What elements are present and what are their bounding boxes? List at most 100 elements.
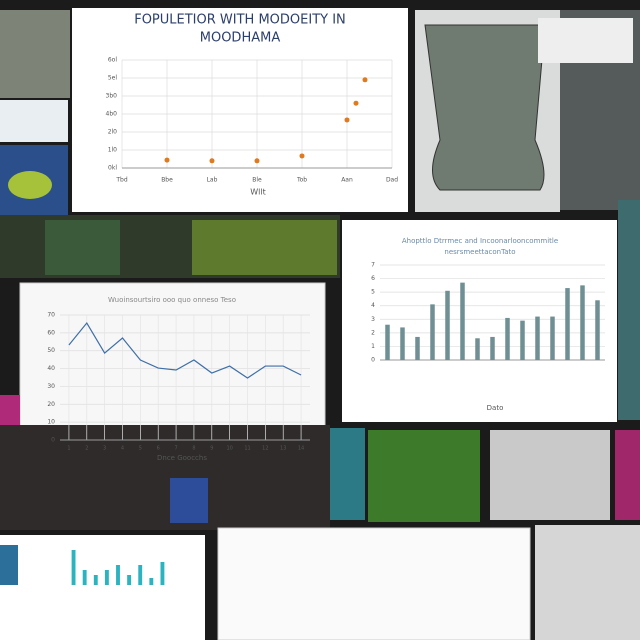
- bar: [565, 288, 570, 360]
- mini-chart-panel: [0, 535, 205, 640]
- x-tick-label: 12: [262, 446, 268, 452]
- bar: [460, 282, 465, 360]
- bar: [104, 570, 109, 585]
- y-tick-label: 70: [47, 312, 55, 319]
- scatter-point: [164, 157, 170, 163]
- x-tick-label: 5: [139, 446, 142, 452]
- x-tick-label: 13: [280, 446, 286, 452]
- bar: [93, 575, 98, 585]
- x-axis-label: Dnce Goocchs: [157, 454, 207, 462]
- chart-title: Wuoinsourtsiro ooo quo onneso Teso: [108, 296, 236, 304]
- scatter-panel: [72, 8, 408, 212]
- chart-title: FOPULETIOR WITH MODOEITY IN: [134, 13, 346, 28]
- x-tick-label: 1: [67, 446, 70, 452]
- x-tick-label: 6: [157, 446, 160, 452]
- chart-title: MOODHAMA: [200, 31, 281, 46]
- y-tick-label: 50: [47, 347, 55, 354]
- screen-tile: [0, 100, 68, 142]
- bar: [595, 300, 600, 360]
- x-tick-label: 10: [226, 446, 232, 452]
- bar: [535, 316, 540, 360]
- bar: [116, 565, 120, 585]
- photo-tile: [192, 220, 337, 275]
- x-tick-label: 4: [121, 446, 124, 452]
- scatter-point: [299, 153, 305, 159]
- photo-tile: [618, 200, 640, 420]
- y-tick-label: 4b0: [106, 111, 118, 118]
- bar: [505, 317, 510, 360]
- bar: [520, 320, 525, 360]
- x-tick-label: 14: [298, 446, 304, 452]
- y-tick-label: 10: [47, 419, 55, 426]
- bar: [149, 578, 154, 585]
- scatter-point: [353, 100, 359, 106]
- x-axis-label: Wllt: [250, 188, 266, 197]
- bar: [475, 338, 480, 360]
- y-tick-label: 1: [371, 343, 375, 350]
- photo-detail: [8, 171, 52, 199]
- x-tick-label: Aan: [341, 177, 353, 184]
- y-tick-label: 1l0: [108, 147, 117, 154]
- x-tick-label: Ble: [252, 177, 262, 184]
- y-tick-label: 40: [47, 365, 55, 372]
- bar: [580, 285, 585, 360]
- chart-title: nesrsmeettaconTato: [444, 248, 515, 256]
- screen-detail: [0, 545, 18, 585]
- x-tick-label: 2: [85, 446, 88, 452]
- bar: [82, 570, 87, 585]
- y-tick-label: 3: [371, 316, 375, 323]
- y-tick-label: 3b0: [106, 93, 118, 100]
- bar: [71, 550, 76, 585]
- data-line: [68, 321, 302, 379]
- y-tick-label: 0kl: [108, 165, 117, 172]
- scatter-point: [344, 117, 350, 123]
- glass-shape: [424, 24, 546, 191]
- y-tick-label: 2l0: [108, 129, 117, 136]
- bar: [127, 575, 132, 585]
- x-tick-label: Tbd: [115, 177, 127, 184]
- green-photo: [368, 430, 480, 522]
- bar: [550, 316, 555, 360]
- photo-tile: [45, 220, 120, 275]
- x-axis-label: Dato: [487, 404, 504, 412]
- photo-tile: [330, 428, 365, 520]
- x-tick-label: 7: [174, 446, 177, 452]
- bar: [138, 565, 143, 585]
- bar: [490, 336, 495, 360]
- photo-tile: [0, 395, 20, 425]
- x-tick-label: 9: [210, 446, 213, 452]
- y-tick-label: 4: [371, 302, 375, 309]
- y-tick-label: 60: [47, 329, 55, 336]
- x-tick-label: 8: [192, 446, 195, 452]
- scatter-point: [209, 158, 215, 164]
- bar: [385, 324, 390, 360]
- bar: [160, 562, 165, 585]
- y-tick-label: 5: [371, 289, 375, 296]
- y-tick-label: 20: [47, 401, 55, 408]
- y-tick-label: 7: [371, 262, 375, 269]
- photo-tile: [0, 10, 70, 98]
- y-tick-label: 5el: [108, 75, 118, 82]
- photo-tile: [170, 478, 208, 523]
- y-tick-label: 0: [371, 357, 375, 364]
- bar: [415, 336, 420, 360]
- x-tick-label: 11: [244, 446, 250, 452]
- y-tick-label: 6: [371, 275, 375, 282]
- document-panel: [217, 527, 531, 640]
- sketch-tile: [535, 525, 640, 640]
- x-tick-label: Bbe: [161, 177, 173, 184]
- x-tick-label: Tob: [296, 177, 307, 184]
- sketch-tile: [490, 430, 610, 520]
- bar: [445, 290, 450, 360]
- screen-tile: [538, 18, 633, 63]
- photo-strip: [0, 425, 330, 530]
- y-tick-label: 6ol: [108, 57, 117, 64]
- y-tick-label: 2: [371, 329, 375, 336]
- x-tick-label: Lab: [207, 177, 218, 184]
- scatter-point: [254, 158, 260, 164]
- x-tick-label: 3: [103, 446, 106, 452]
- bar-panel: [342, 220, 617, 422]
- x-tick-label: Dad: [386, 177, 398, 184]
- y-tick-label: 0: [51, 437, 55, 444]
